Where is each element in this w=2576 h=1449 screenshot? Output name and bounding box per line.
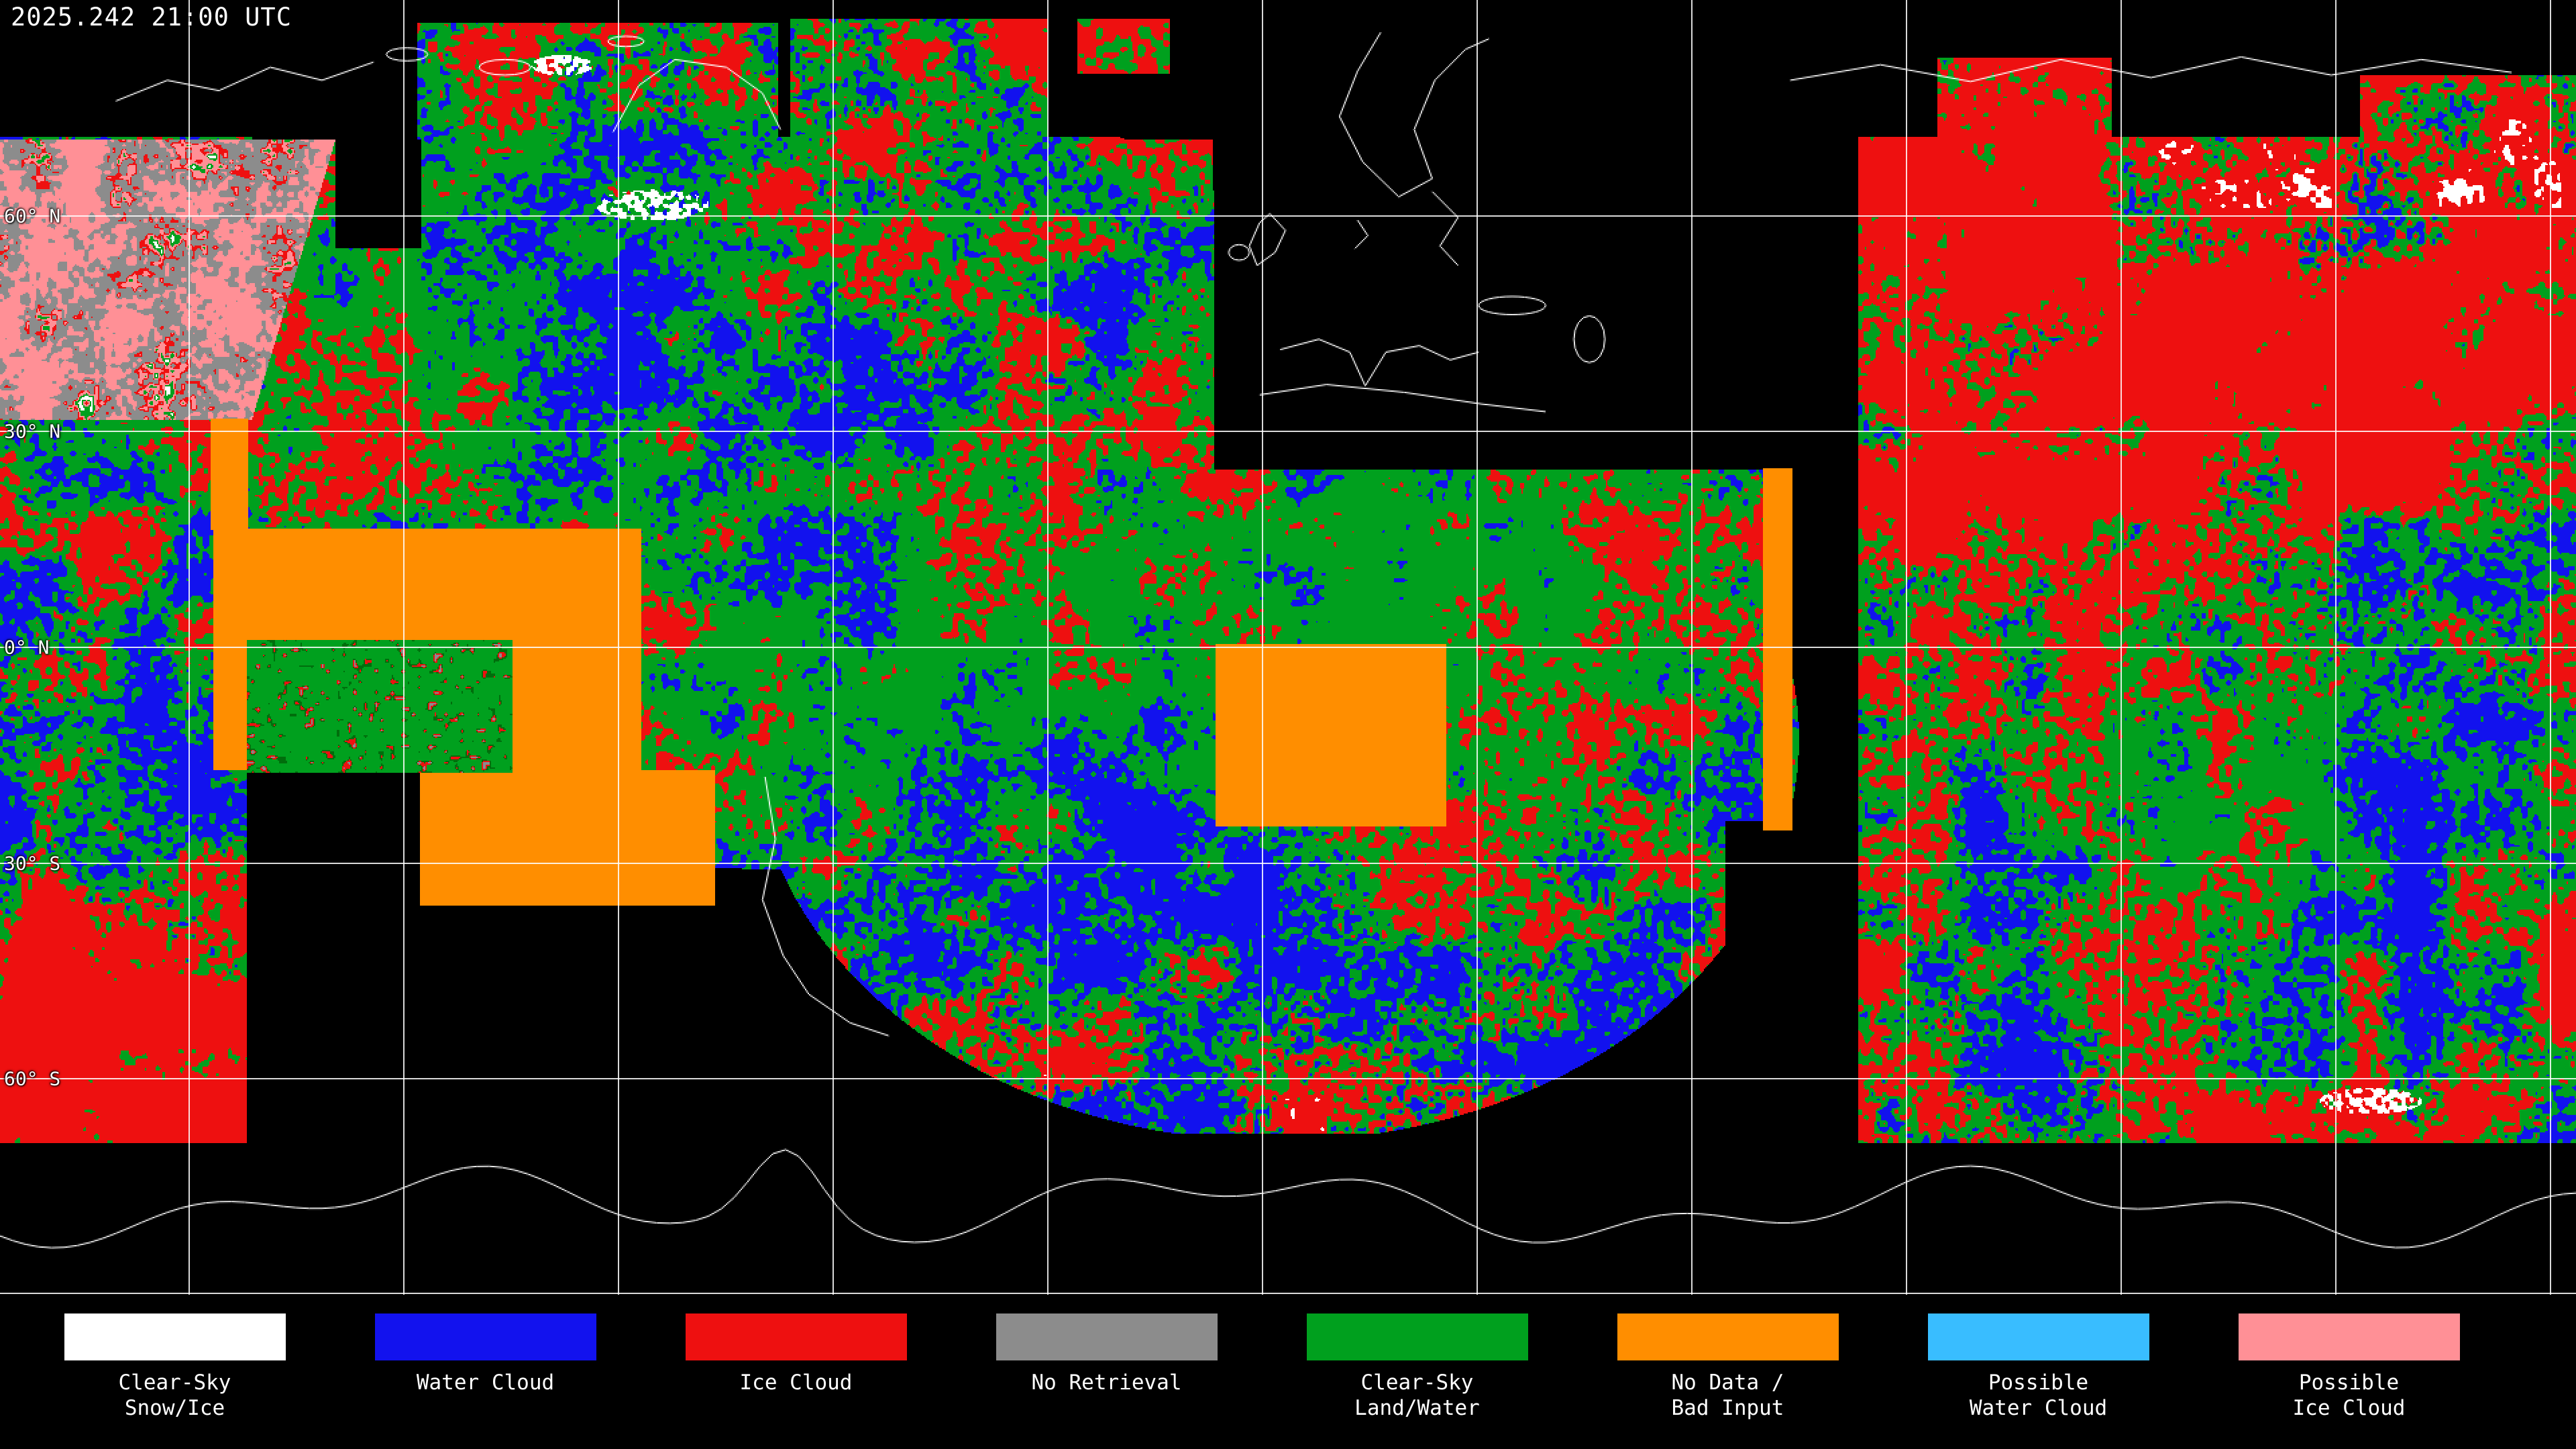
legend-item-ice-cloud: Ice Cloud [641, 1313, 951, 1421]
legend: Clear-Sky Snow/Ice Water Cloud Ice Cloud … [0, 1295, 2576, 1449]
water-cloud-swatch [374, 1313, 596, 1360]
no-data-bad-input-swatch [1617, 1313, 1839, 1360]
legend-item-no-data-bad-input: No Data / Bad Input [1572, 1313, 1883, 1421]
clear-sky-snow-ice-swatch [64, 1313, 286, 1360]
legend-label: Possible Water Cloud [1969, 1371, 2108, 1420]
timestamp-label: 2025.242 21:00 UTC [11, 3, 292, 32]
legend-item-water-cloud: Water Cloud [330, 1313, 641, 1421]
lat-label-0n: 0° N [4, 636, 50, 659]
legend-label: Clear-Sky Land/Water [1354, 1371, 1480, 1420]
lat-label-30s: 30° S [4, 852, 61, 875]
ice-cloud-swatch [685, 1313, 907, 1360]
lat-label-60n: 60° N [4, 205, 61, 227]
no-retrieval-swatch [996, 1313, 1218, 1360]
possible-water-cloud-swatch [1927, 1313, 2149, 1360]
legend-label: Water Cloud [416, 1371, 555, 1395]
legend-label: Clear-Sky Snow/Ice [118, 1371, 231, 1420]
legend-item-no-retrieval: No Retrieval [951, 1313, 1262, 1421]
legend-label: No Retrieval [1031, 1371, 1182, 1395]
legend-label: No Data / Bad Input [1671, 1371, 1784, 1420]
legend-label: Possible Ice Cloud [2292, 1371, 2406, 1420]
legend-item-clear-sky-snow-ice: Clear-Sky Snow/Ice [19, 1313, 330, 1421]
legend-item-possible-ice-cloud: Possible Ice Cloud [2194, 1313, 2504, 1421]
lat-label-30n: 30° N [4, 420, 61, 443]
map-area: 2025.242 21:00 UTC 60° N 30° N 0° N 30° … [0, 0, 2576, 1295]
legend-label: Ice Cloud [739, 1371, 853, 1395]
lat-label-60s: 60° S [4, 1067, 61, 1090]
legend-item-possible-water-cloud: Possible Water Cloud [1883, 1313, 2194, 1421]
clear-sky-land-water-swatch [1306, 1313, 1528, 1360]
legend-item-clear-sky-land-water: Clear-Sky Land/Water [1262, 1313, 1572, 1421]
cloud-classification-map [0, 0, 2576, 1295]
possible-ice-cloud-swatch [2238, 1313, 2460, 1360]
